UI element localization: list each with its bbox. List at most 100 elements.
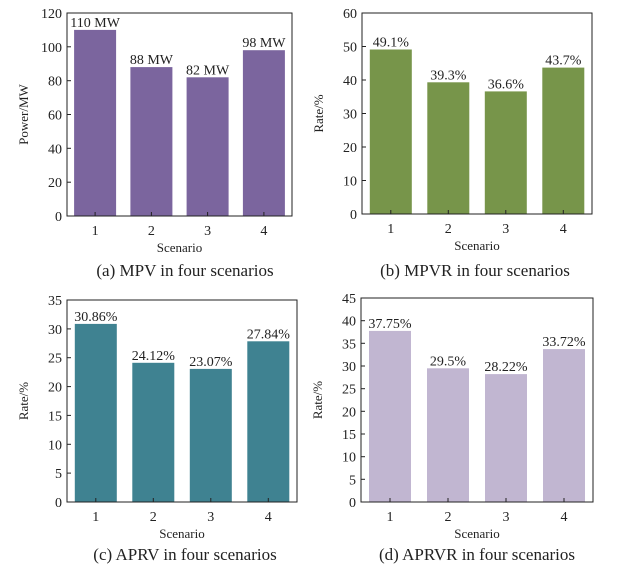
panel-caption: (c) APRV in four scenarios xyxy=(93,545,276,564)
x-tick-label: 3 xyxy=(502,222,509,237)
y-tick-label: 5 xyxy=(55,467,62,482)
y-tick-label: 20 xyxy=(48,381,62,396)
x-tick-label: 1 xyxy=(92,224,99,239)
x-tick-label: 1 xyxy=(387,510,394,525)
plot-frame xyxy=(66,12,293,217)
panel-caption: (d) APRVR in four scenarios xyxy=(379,545,575,564)
y-tick-label: 45 xyxy=(342,292,356,307)
bar-1 xyxy=(74,323,117,502)
data-label: 49.1% xyxy=(373,36,410,51)
y-tick-label: 35 xyxy=(342,337,356,352)
plot-frame xyxy=(360,297,594,503)
y-tick-label: 120 xyxy=(41,7,62,22)
panel-caption: (a) MPV in four scenarios xyxy=(96,261,273,280)
x-tick-label: 2 xyxy=(445,222,452,237)
y-tick-label: 20 xyxy=(342,405,356,420)
data-label: 33.72% xyxy=(542,335,586,350)
bar-2 xyxy=(427,368,469,502)
bar-1 xyxy=(74,29,117,217)
plot-frame xyxy=(66,299,298,503)
y-tick-label: 10 xyxy=(343,175,357,190)
bar-3 xyxy=(186,77,229,216)
x-tick-label: 4 xyxy=(265,510,272,525)
y-tick-label: 15 xyxy=(48,409,62,424)
data-label: 39.3% xyxy=(430,68,467,83)
bar-2 xyxy=(132,362,175,502)
y-tick-label: 60 xyxy=(343,7,357,22)
y-tick-label: 100 xyxy=(41,41,62,56)
x-axis-title: Scenario xyxy=(157,240,202,255)
x-tick-label: 2 xyxy=(150,510,157,525)
chart-panel-2: 49.1%139.3%236.6%343.7%40102030405060Sce… xyxy=(311,7,593,280)
y-axis-title: Rate/% xyxy=(311,94,326,132)
plot-frame xyxy=(361,12,593,215)
y-tick-label: 5 xyxy=(349,473,356,488)
bar-3 xyxy=(485,374,527,502)
data-label: 24.12% xyxy=(132,349,176,364)
x-tick-label: 2 xyxy=(445,510,452,525)
x-tick-label: 3 xyxy=(207,510,214,525)
x-tick-label: 4 xyxy=(561,510,568,525)
bar-1 xyxy=(369,49,412,214)
y-tick-label: 20 xyxy=(343,141,357,156)
data-label: 98 MW xyxy=(242,36,286,51)
y-tick-label: 25 xyxy=(48,352,62,367)
y-tick-label: 35 xyxy=(48,294,62,309)
bar-4 xyxy=(247,341,290,502)
y-tick-label: 10 xyxy=(48,438,62,453)
bar-4 xyxy=(542,67,585,214)
chart-panel-3: 30.86% 1 24.12% 2 23.07% 3 27.84% 4 0 5 10 15 20 25 30… xyxy=(16,294,298,564)
data-label: 110 MW xyxy=(70,16,120,31)
x-axis-title: Scenario xyxy=(454,526,499,541)
y-axis-title: Rate/% xyxy=(310,381,325,419)
x-tick-label: 2 xyxy=(148,224,155,239)
y-tick-label: 0 xyxy=(350,208,357,223)
data-label: 37.75% xyxy=(368,317,412,332)
x-tick-label: 1 xyxy=(387,222,394,237)
y-tick-label: 15 xyxy=(342,428,356,443)
chart-panel-4: 37.75%129.5%228.22%333.72%40510152025303… xyxy=(310,292,594,564)
x-tick-label: 4 xyxy=(260,224,267,239)
data-label: 36.6% xyxy=(488,77,525,92)
data-label: 82 MW xyxy=(186,63,230,78)
bar-2 xyxy=(427,82,470,214)
bar-4 xyxy=(543,349,585,502)
y-tick-label: 20 xyxy=(48,176,62,191)
y-tick-label: 0 xyxy=(55,210,62,225)
y-tick-label: 10 xyxy=(342,451,356,466)
y-tick-label: 40 xyxy=(343,74,357,89)
bar-3 xyxy=(484,91,527,214)
y-tick-label: 80 xyxy=(48,75,62,90)
y-tick-label: 0 xyxy=(55,496,62,511)
bar-1 xyxy=(369,330,411,502)
x-tick-label: 4 xyxy=(560,222,567,237)
y-axis-title: Rate/% xyxy=(16,382,31,420)
data-label: 29.5% xyxy=(430,354,467,369)
data-label: 43.7% xyxy=(545,54,582,69)
y-tick-label: 60 xyxy=(48,109,62,124)
y-tick-label: 50 xyxy=(343,41,357,56)
panel-caption: (b) MPVR in four scenarios xyxy=(380,261,570,280)
y-tick-label: 25 xyxy=(342,383,356,398)
data-label: 30.86% xyxy=(74,310,118,325)
y-tick-label: 40 xyxy=(48,142,62,157)
x-axis-title: Scenario xyxy=(159,526,204,541)
x-axis-title: Scenario xyxy=(454,238,499,253)
bar-2 xyxy=(130,67,173,216)
x-tick-label: 3 xyxy=(204,224,211,239)
y-tick-label: 40 xyxy=(342,315,356,330)
data-label: 27.84% xyxy=(247,327,291,342)
y-tick-label: 30 xyxy=(343,108,357,123)
y-tick-label: 30 xyxy=(48,323,62,338)
data-label: 88 MW xyxy=(130,53,174,68)
x-tick-label: 3 xyxy=(503,510,510,525)
y-axis-title: Power/MW xyxy=(16,83,31,144)
bar-3 xyxy=(189,368,232,502)
y-tick-label: 30 xyxy=(342,360,356,375)
data-label: 28.22% xyxy=(484,360,528,375)
data-label: 23.07% xyxy=(189,355,233,370)
y-tick-label: 0 xyxy=(349,496,356,511)
bar-4 xyxy=(242,50,285,217)
